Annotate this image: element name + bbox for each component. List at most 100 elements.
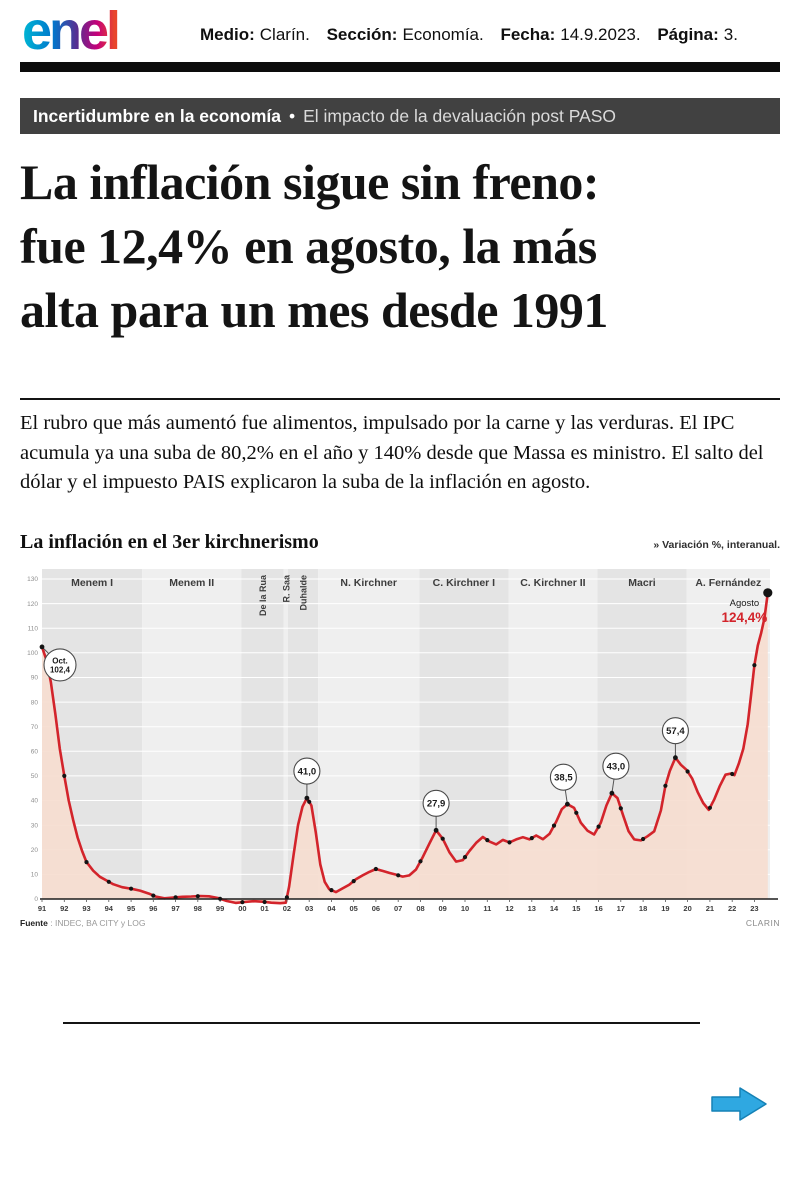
svg-text:98: 98 (194, 904, 202, 913)
svg-text:C. Kirchner I: C. Kirchner I (433, 577, 496, 589)
source-text: : INDEC, BA CITY y LOG (47, 918, 146, 928)
lede: El rubro que más aumentó fue alimentos, … (20, 412, 764, 494)
svg-text:70: 70 (31, 724, 39, 731)
svg-text:Menem I: Menem I (71, 577, 113, 589)
headline-line: fue 12,4% en agosto, la más (20, 218, 597, 274)
meta-label: Medio: (200, 25, 255, 44)
svg-text:14: 14 (550, 904, 559, 913)
svg-text:15: 15 (572, 904, 580, 913)
svg-text:19: 19 (661, 904, 669, 913)
lede-rule (20, 398, 780, 400)
svg-text:03: 03 (305, 904, 313, 913)
bottom-rule (63, 1022, 700, 1024)
svg-text:00: 00 (238, 904, 246, 913)
svg-text:Macri: Macri (628, 577, 656, 589)
svg-text:18: 18 (639, 904, 647, 913)
next-page-arrow[interactable] (710, 1084, 768, 1124)
chart-credit: CLARIN (745, 918, 780, 928)
svg-text:05: 05 (350, 904, 358, 913)
svg-text:07: 07 (394, 904, 402, 913)
svg-text:Agosto: Agosto (730, 598, 760, 609)
svg-text:De la Rua: De la Rua (258, 574, 268, 616)
chart-source: Fuente : INDEC, BA CITY y LOG (20, 918, 146, 928)
svg-text:02: 02 (283, 904, 291, 913)
svg-text:23: 23 (750, 904, 758, 913)
chart-footer: Fuente : INDEC, BA CITY y LOG CLARIN (20, 918, 780, 928)
svg-text:97: 97 (171, 904, 179, 913)
svg-text:Menem II: Menem II (169, 577, 214, 589)
svg-text:90: 90 (31, 675, 39, 682)
svg-text:06: 06 (372, 904, 380, 913)
svg-text:120: 120 (27, 601, 38, 608)
svg-text:10: 10 (31, 872, 39, 879)
svg-text:01: 01 (260, 904, 268, 913)
svg-text:A. Fernández: A. Fernández (695, 577, 761, 589)
svg-text:92: 92 (60, 904, 68, 913)
svg-text:95: 95 (127, 904, 135, 913)
meta-medio: Medio: Clarín. (200, 25, 310, 44)
svg-text:20: 20 (683, 904, 691, 913)
meta-value: Clarín. (259, 25, 310, 44)
svg-text:124,4%: 124,4% (722, 610, 768, 625)
svg-text:Oct.: Oct. (52, 656, 68, 665)
svg-text:11: 11 (483, 904, 491, 913)
svg-text:12: 12 (505, 904, 513, 913)
inflation-chart-section: La inflación en el 3er kirchnerismo » Va… (20, 531, 780, 928)
right-arrow-icon (711, 1087, 767, 1121)
chart-title: La inflación en el 3er kirchnerismo (20, 531, 319, 553)
kicker-banner: Incertidumbre en la economía • El impacto … (20, 98, 780, 134)
svg-text:94: 94 (105, 904, 114, 913)
svg-text:20: 20 (31, 847, 39, 854)
svg-text:30: 30 (31, 822, 39, 829)
svg-text:13: 13 (528, 904, 536, 913)
svg-text:96: 96 (149, 904, 157, 913)
headline: La inflación sigue sin freno: fue 12,4% … (20, 150, 788, 342)
svg-text:C. Kirchner II: C. Kirchner II (520, 577, 585, 589)
enel-logo: enel (22, 1, 121, 61)
svg-text:110: 110 (28, 625, 39, 632)
svg-text:16: 16 (594, 904, 602, 913)
svg-text:100: 100 (27, 650, 38, 657)
svg-text:04: 04 (327, 904, 336, 913)
chart-note: » Variación %, interanual. (653, 539, 780, 551)
meta-seccion: Sección: Economía. (327, 25, 484, 44)
svg-text:50: 50 (31, 773, 39, 780)
meta-value: Economía. (402, 25, 484, 44)
svg-text:0: 0 (34, 896, 38, 903)
meta-label: Fecha: (500, 25, 556, 44)
clipping-meta: Medio: Clarín. Sección: Economía. Fecha: 14… (200, 25, 750, 45)
svg-text:Duhalde: Duhalde (299, 575, 309, 611)
svg-text:N. Kirchner: N. Kirchner (340, 577, 397, 589)
top-rule (20, 62, 780, 72)
svg-text:43,0: 43,0 (607, 761, 626, 772)
svg-text:93: 93 (82, 904, 90, 913)
svg-text:60: 60 (31, 749, 39, 756)
svg-text:99: 99 (216, 904, 224, 913)
kicker-rest: El impacto de la devaluación post PASO (303, 106, 617, 126)
meta-label: Sección: (326, 25, 398, 44)
meta-value: 3. (723, 25, 738, 44)
svg-text:38,5: 38,5 (554, 772, 573, 783)
svg-text:91: 91 (38, 904, 46, 913)
svg-text:10: 10 (461, 904, 469, 913)
kicker-bullet: • (288, 106, 296, 126)
svg-text:R. Saa: R. Saa (281, 574, 291, 603)
svg-text:17: 17 (617, 904, 625, 913)
svg-text:22: 22 (728, 904, 736, 913)
svg-text:40: 40 (31, 798, 39, 805)
svg-text:80: 80 (31, 699, 39, 706)
headline-line: alta para un mes desde 1991 (20, 282, 608, 338)
meta-pagina: Página: 3. (657, 25, 738, 44)
headline-line: La inflación sigue sin freno: (20, 154, 600, 210)
svg-text:57,4: 57,4 (666, 726, 685, 737)
svg-text:41,0: 41,0 (298, 766, 317, 777)
chart-header: La inflación en el 3er kirchnerismo » Va… (20, 531, 780, 554)
meta-fecha: Fecha: 14.9.2023. (500, 25, 640, 44)
svg-text:27,9: 27,9 (427, 799, 446, 810)
meta-label: Página: (657, 25, 719, 44)
meta-value: 14.9.2023. (560, 25, 641, 44)
source-label: Fuente (20, 918, 48, 928)
svg-text:21: 21 (706, 904, 714, 913)
